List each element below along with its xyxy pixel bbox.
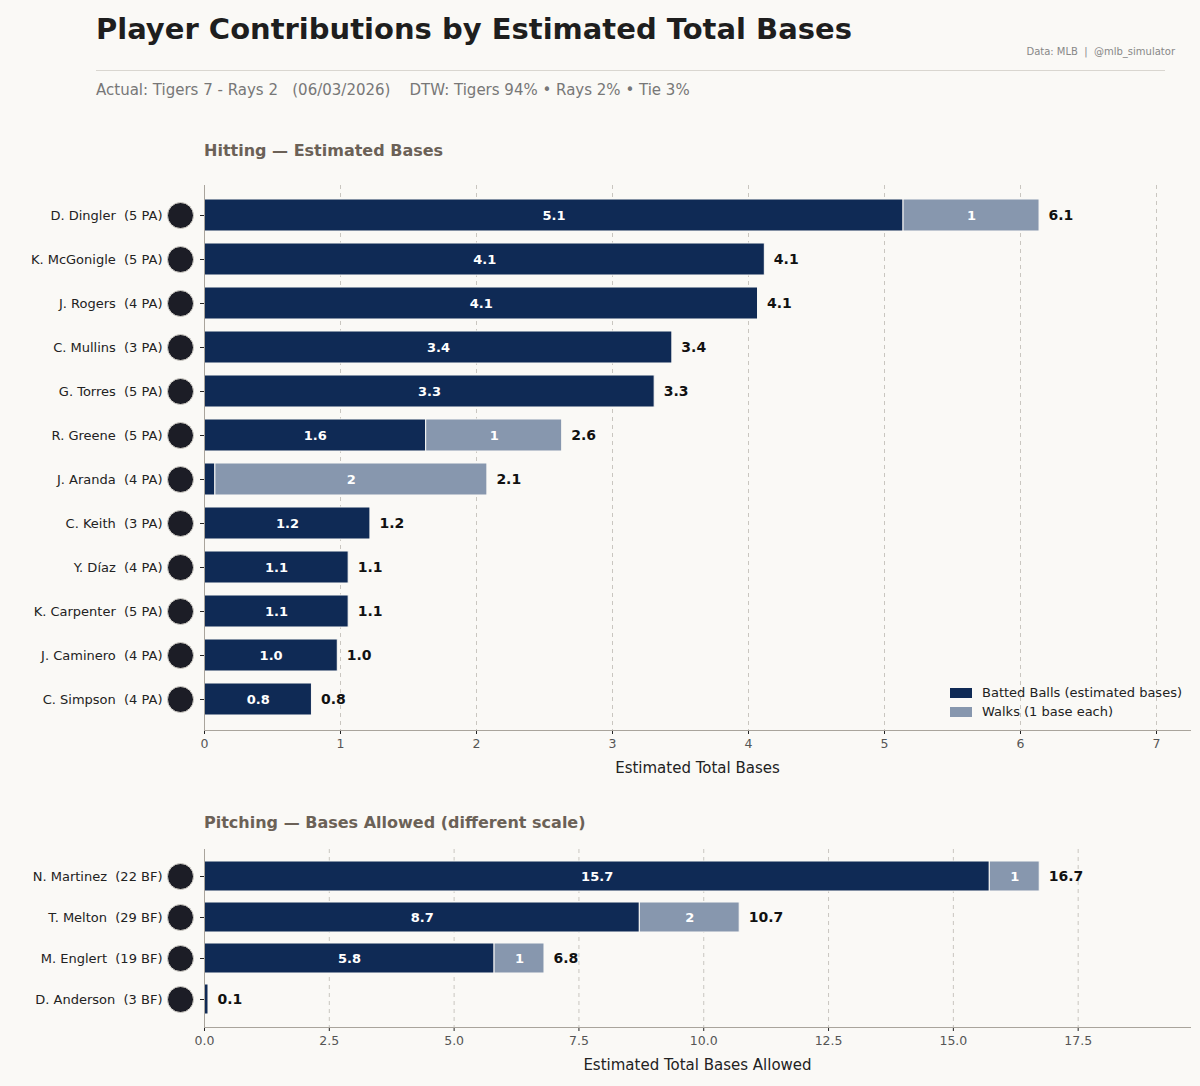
svg-text:0.8: 0.8: [247, 692, 270, 707]
svg-text:1: 1: [515, 951, 524, 966]
svg-text:7.5: 7.5: [569, 1033, 589, 1048]
svg-text:5.0: 5.0: [444, 1033, 464, 1048]
svg-text:5.8: 5.8: [338, 951, 361, 966]
svg-text:5: 5: [881, 736, 889, 751]
svg-text:8.7: 8.7: [411, 910, 434, 925]
svg-text:0.0: 0.0: [195, 1033, 215, 1048]
svg-text:5.1: 5.1: [543, 208, 566, 223]
svg-text:2.1: 2.1: [496, 471, 521, 487]
svg-text:6.1: 6.1: [1049, 207, 1074, 223]
svg-text:3.4: 3.4: [681, 339, 706, 355]
svg-text:6: 6: [1017, 736, 1025, 751]
svg-text:2.5: 2.5: [319, 1033, 339, 1048]
svg-text:1.2: 1.2: [276, 516, 299, 531]
svg-text:3.3: 3.3: [664, 383, 689, 399]
svg-text:Y. Díaz (4 PA): Y. Díaz (4 PA): [73, 560, 163, 575]
svg-text:2: 2: [473, 736, 481, 751]
svg-text:1: 1: [337, 736, 345, 751]
html-text:Hitting — Estimated Bases: Hitting — Estimated Bases: [204, 141, 444, 160]
svg-text:17.5: 17.5: [1064, 1033, 1092, 1048]
html-text:Player Contributions by Estima: Player Contributions by Estimated Total …: [96, 12, 852, 46]
svg-text:K. Carpenter (5 PA): K. Carpenter (5 PA): [34, 604, 163, 619]
svg-text:J. Rogers (4 PA): J. Rogers (4 PA): [58, 296, 163, 311]
svg-text:1.0: 1.0: [260, 648, 283, 663]
html-text:Batted Balls (estimated bases): Batted Balls (estimated bases): [982, 685, 1182, 700]
svg-text:7: 7: [1153, 736, 1161, 751]
svg-text:0.8: 0.8: [321, 691, 346, 707]
svg-text:1.1: 1.1: [358, 603, 383, 619]
html-text:Data: MLB | @mlb_simulator: Data: MLB | @mlb_simulator: [1026, 46, 1175, 57]
svg-text:15.7: 15.7: [581, 869, 613, 884]
svg-text:Estimated Total Bases Allowed: Estimated Total Bases Allowed: [583, 1056, 811, 1074]
svg-text:16.7: 16.7: [1049, 868, 1084, 884]
svg-text:0.1: 0.1: [217, 991, 242, 1007]
svg-text:1: 1: [490, 428, 499, 443]
svg-text:D. Dingler (5 PA): D. Dingler (5 PA): [50, 208, 162, 223]
svg-text:C. Keith (3 PA): C. Keith (3 PA): [66, 516, 163, 531]
svg-text:R. Greene (5 PA): R. Greene (5 PA): [52, 428, 163, 443]
svg-text:G. Torres (5 PA): G. Torres (5 PA): [59, 384, 163, 399]
svg-text:3.3: 3.3: [418, 384, 441, 399]
svg-text:6.8: 6.8: [553, 950, 578, 966]
svg-text:J. Aranda (4 PA): J. Aranda (4 PA): [56, 472, 162, 487]
svg-text:M. Englert (19 BF): M. Englert (19 BF): [41, 951, 163, 966]
svg-text:0: 0: [201, 736, 209, 751]
svg-text:C. Mullins (3 PA): C. Mullins (3 PA): [53, 340, 162, 355]
svg-text:J. Caminero (4 PA): J. Caminero (4 PA): [40, 648, 162, 663]
svg-text:1: 1: [1010, 869, 1019, 884]
svg-text:1.1: 1.1: [265, 560, 288, 575]
svg-text:4: 4: [745, 736, 753, 751]
html-text:Pitching — Bases Allowed (diff: Pitching — Bases Allowed (different scal…: [204, 813, 586, 832]
svg-text:N. Martinez (22 BF): N. Martinez (22 BF): [33, 869, 163, 884]
svg-text:K. McGonigle (5 PA): K. McGonigle (5 PA): [31, 252, 163, 267]
svg-text:2: 2: [347, 472, 356, 487]
svg-text:C. Simpson (4 PA): C. Simpson (4 PA): [43, 692, 163, 707]
svg-text:1.6: 1.6: [304, 428, 327, 443]
svg-text:T. Melton (29 BF): T. Melton (29 BF): [47, 910, 162, 925]
svg-text:10.0: 10.0: [690, 1033, 718, 1048]
html-text:Walks (1 base each): Walks (1 base each): [982, 704, 1114, 719]
svg-text:1.0: 1.0: [347, 647, 372, 663]
svg-text:4.1: 4.1: [473, 252, 496, 267]
svg-text:3.4: 3.4: [427, 340, 450, 355]
svg-text:2.6: 2.6: [571, 427, 596, 443]
svg-text:D. Anderson (3 BF): D. Anderson (3 BF): [35, 992, 162, 1007]
svg-text:4.1: 4.1: [767, 295, 792, 311]
svg-text:15.0: 15.0: [939, 1033, 967, 1048]
svg-text:1: 1: [967, 208, 976, 223]
svg-text:1.2: 1.2: [379, 515, 404, 531]
html-text:Actual: Tigers 7 - Rays 2 (06/: Actual: Tigers 7 - Rays 2 (06/03/2026) D…: [96, 81, 690, 99]
svg-text:4.1: 4.1: [774, 251, 799, 267]
svg-text:1.1: 1.1: [265, 604, 288, 619]
svg-text:4.1: 4.1: [470, 296, 493, 311]
svg-text:1.1: 1.1: [358, 559, 383, 575]
svg-text:10.7: 10.7: [749, 909, 784, 925]
svg-text:12.5: 12.5: [815, 1033, 843, 1048]
svg-text:Estimated Total Bases: Estimated Total Bases: [615, 759, 780, 777]
svg-text:2: 2: [685, 910, 694, 925]
svg-text:3: 3: [609, 736, 617, 751]
